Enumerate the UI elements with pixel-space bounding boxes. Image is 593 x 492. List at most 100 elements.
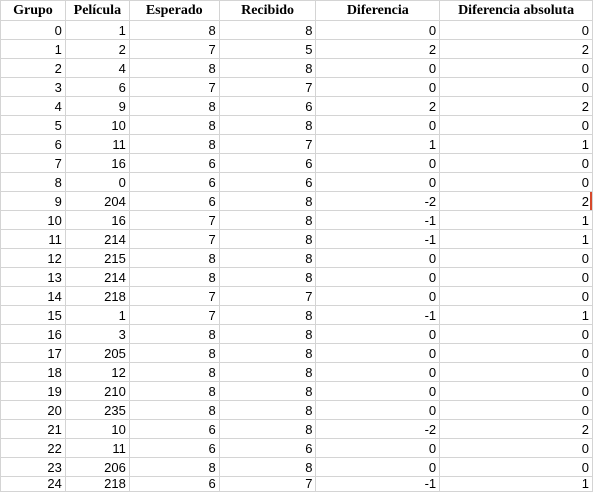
cell-recibido[interactable]: 8: [218, 419, 317, 439]
cell-diferencia[interactable]: 0: [315, 77, 441, 97]
cell-diferencia-absoluta-selected[interactable]: 2: [439, 191, 593, 211]
cell-diferencia-absoluta[interactable]: 0: [439, 172, 593, 192]
cell-recibido[interactable]: 8: [218, 324, 317, 344]
cell-grupo[interactable]: 12: [0, 248, 66, 268]
cell-esperado[interactable]: 8: [128, 134, 220, 154]
cell-recibido[interactable]: 8: [218, 248, 317, 268]
cell-recibido[interactable]: 8: [218, 115, 317, 135]
cell-grupo[interactable]: 10: [0, 210, 66, 230]
cell-diferencia-absoluta[interactable]: 0: [439, 438, 593, 458]
cell-diferencia-absoluta[interactable]: 0: [439, 77, 593, 97]
cell-diferencia-absoluta[interactable]: 1: [439, 476, 593, 492]
cell-recibido[interactable]: 7: [218, 77, 317, 97]
cell-pelicula[interactable]: 2: [64, 39, 130, 59]
cell-grupo[interactable]: 6: [0, 134, 66, 154]
cell-diferencia[interactable]: 0: [315, 381, 441, 401]
cell-pelicula[interactable]: 214: [64, 267, 130, 287]
cell-diferencia[interactable]: 0: [315, 324, 441, 344]
cell-esperado[interactable]: 7: [128, 286, 220, 306]
cell-pelicula[interactable]: 215: [64, 248, 130, 268]
cell-grupo[interactable]: 13: [0, 267, 66, 287]
cell-pelicula[interactable]: 6: [64, 77, 130, 97]
cell-diferencia-absoluta[interactable]: 0: [439, 248, 593, 268]
cell-pelicula[interactable]: 218: [64, 286, 130, 306]
cell-esperado[interactable]: 6: [128, 153, 220, 173]
cell-diferencia[interactable]: 1: [315, 134, 441, 154]
cell-recibido[interactable]: 8: [218, 58, 317, 78]
cell-esperado[interactable]: 8: [128, 20, 220, 40]
cell-grupo[interactable]: 15: [0, 305, 66, 325]
cell-pelicula[interactable]: 4: [64, 58, 130, 78]
column-header-grupo[interactable]: Grupo: [0, 0, 66, 21]
cell-esperado[interactable]: 8: [128, 248, 220, 268]
cell-diferencia[interactable]: -1: [315, 229, 441, 249]
cell-recibido[interactable]: 6: [218, 172, 317, 192]
cell-diferencia[interactable]: 0: [315, 153, 441, 173]
cell-diferencia-absoluta[interactable]: 1: [439, 229, 593, 249]
cell-pelicula[interactable]: 235: [64, 400, 130, 420]
cell-pelicula[interactable]: 1: [64, 20, 130, 40]
column-header-diferencia[interactable]: Diferencia: [315, 0, 441, 21]
cell-diferencia-absoluta[interactable]: 0: [439, 58, 593, 78]
cell-pelicula[interactable]: 12: [64, 362, 130, 382]
cell-recibido[interactable]: 5: [218, 39, 317, 59]
cell-diferencia-absoluta[interactable]: 0: [439, 286, 593, 306]
cell-diferencia[interactable]: -1: [315, 305, 441, 325]
cell-pelicula[interactable]: 11: [64, 134, 130, 154]
cell-pelicula[interactable]: 210: [64, 381, 130, 401]
cell-grupo[interactable]: 8: [0, 172, 66, 192]
cell-pelicula[interactable]: 16: [64, 153, 130, 173]
cell-recibido[interactable]: 8: [218, 381, 317, 401]
cell-recibido[interactable]: 8: [218, 400, 317, 420]
cell-recibido[interactable]: 8: [218, 191, 317, 211]
cell-recibido[interactable]: 8: [218, 267, 317, 287]
cell-pelicula[interactable]: 214: [64, 229, 130, 249]
cell-recibido[interactable]: 6: [218, 96, 317, 116]
cell-grupo[interactable]: 23: [0, 457, 66, 477]
cell-diferencia[interactable]: -1: [315, 476, 441, 492]
cell-pelicula[interactable]: 10: [64, 419, 130, 439]
cell-pelicula[interactable]: 1: [64, 305, 130, 325]
cell-grupo[interactable]: 11: [0, 229, 66, 249]
cell-esperado[interactable]: 8: [128, 362, 220, 382]
cell-grupo[interactable]: 2: [0, 58, 66, 78]
cell-diferencia[interactable]: 0: [315, 457, 441, 477]
cell-grupo[interactable]: 4: [0, 96, 66, 116]
cell-diferencia[interactable]: 0: [315, 400, 441, 420]
cell-grupo[interactable]: 17: [0, 343, 66, 363]
cell-recibido[interactable]: 8: [218, 343, 317, 363]
cell-diferencia-absoluta[interactable]: 2: [439, 39, 593, 59]
cell-diferencia[interactable]: 0: [315, 438, 441, 458]
cell-diferencia[interactable]: -2: [315, 419, 441, 439]
cell-diferencia-absoluta[interactable]: 0: [439, 20, 593, 40]
cell-esperado[interactable]: 7: [128, 77, 220, 97]
cell-diferencia[interactable]: 2: [315, 39, 441, 59]
cell-grupo[interactable]: 22: [0, 438, 66, 458]
cell-pelicula[interactable]: 3: [64, 324, 130, 344]
cell-grupo[interactable]: 7: [0, 153, 66, 173]
cell-diferencia-absoluta[interactable]: 1: [439, 210, 593, 230]
cell-diferencia[interactable]: 0: [315, 58, 441, 78]
cell-recibido[interactable]: 6: [218, 438, 317, 458]
column-header-esperado[interactable]: Esperado: [128, 0, 220, 21]
cell-esperado[interactable]: 8: [128, 115, 220, 135]
cell-grupo[interactable]: 18: [0, 362, 66, 382]
column-header-recibido[interactable]: Recibido: [218, 0, 317, 21]
column-header-pelicula[interactable]: Película: [64, 0, 130, 21]
cell-pelicula[interactable]: 218: [64, 476, 130, 492]
cell-esperado[interactable]: 8: [128, 457, 220, 477]
cell-diferencia-absoluta[interactable]: 0: [439, 115, 593, 135]
cell-recibido[interactable]: 6: [218, 153, 317, 173]
cell-grupo[interactable]: 19: [0, 381, 66, 401]
cell-esperado[interactable]: 6: [128, 438, 220, 458]
cell-diferencia-absoluta[interactable]: 2: [439, 96, 593, 116]
cell-grupo[interactable]: 3: [0, 77, 66, 97]
cell-diferencia-absoluta[interactable]: 2: [439, 419, 593, 439]
cell-diferencia-absoluta[interactable]: 0: [439, 400, 593, 420]
cell-diferencia[interactable]: -1: [315, 210, 441, 230]
cell-recibido[interactable]: 8: [218, 229, 317, 249]
cell-diferencia[interactable]: 0: [315, 248, 441, 268]
cell-pelicula[interactable]: 204: [64, 191, 130, 211]
cell-pelicula[interactable]: 205: [64, 343, 130, 363]
cell-recibido[interactable]: 8: [218, 210, 317, 230]
